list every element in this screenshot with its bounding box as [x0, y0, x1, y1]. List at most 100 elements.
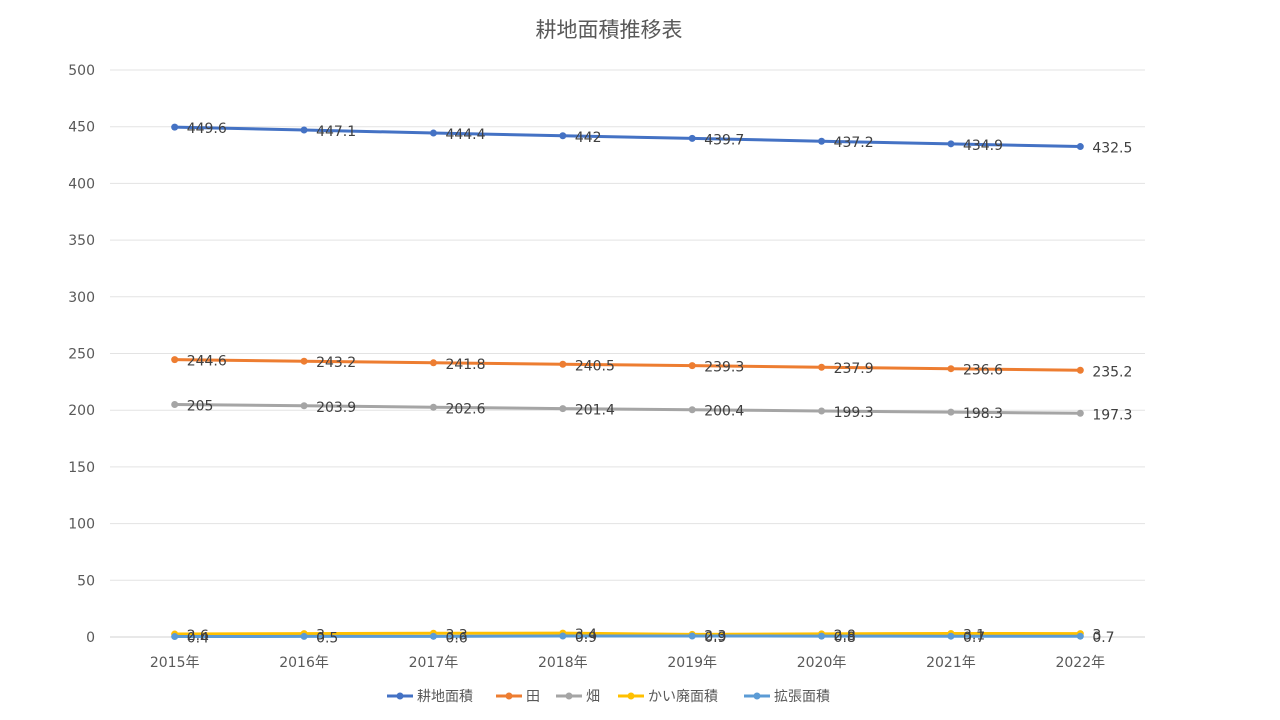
series-line	[173, 125, 1082, 149]
data-point	[171, 123, 179, 131]
data-label: 203.9	[316, 400, 356, 416]
data-point	[947, 408, 955, 416]
x-tick-label: 2019年	[667, 655, 717, 671]
y-tick-label: 50	[77, 573, 95, 589]
data-point	[300, 357, 308, 365]
data-label: 2.3	[704, 628, 726, 644]
legend-marker	[565, 692, 573, 700]
x-tick-label: 2018年	[538, 655, 588, 671]
data-label: 3.1	[963, 627, 985, 643]
data-point	[688, 406, 696, 414]
data-point	[559, 132, 567, 140]
gridlines	[110, 69, 1145, 638]
x-tick-label: 2022年	[1055, 655, 1105, 671]
data-label: 3.3	[445, 627, 467, 643]
data-point	[688, 362, 696, 370]
data-point	[559, 360, 567, 368]
data-label: 239.3	[704, 360, 744, 376]
x-tick-label: 2020年	[797, 655, 847, 671]
x-tick-label: 2015年	[150, 655, 200, 671]
legend: 耕地面積 田 畑 かい廃面積 拡張面積	[387, 688, 830, 705]
data-label: 236.6	[963, 363, 1003, 379]
data-point	[429, 632, 437, 640]
data-point	[818, 632, 826, 640]
data-label: 240.5	[575, 358, 615, 374]
legend-label: 耕地面積	[417, 688, 473, 705]
data-label: 3.4	[575, 627, 597, 643]
data-point	[300, 126, 308, 134]
data-label: 205	[187, 399, 214, 415]
data-point	[947, 140, 955, 148]
data-label: 0.7	[963, 630, 985, 646]
y-tick-label: 350	[68, 233, 95, 249]
data-point	[818, 407, 826, 415]
legend-marker	[627, 692, 635, 700]
y-tick-label: 150	[68, 460, 95, 476]
data-label: 237.9	[834, 361, 874, 377]
data-label: 198.3	[963, 406, 1003, 422]
legend-marker	[396, 692, 404, 700]
data-point	[818, 137, 826, 145]
series-lines	[171, 123, 1084, 641]
data-point	[688, 134, 696, 142]
data-label: 0.9	[704, 630, 726, 646]
data-point	[1076, 143, 1084, 151]
legend-label: かい廃面積	[648, 688, 718, 705]
data-label: 439.7	[704, 132, 744, 148]
data-label: 0.4	[187, 631, 209, 647]
data-label: 244.6	[187, 354, 227, 370]
data-label: 202.6	[445, 401, 485, 417]
data-label: 0.5	[316, 630, 338, 646]
data-label: 235.2	[1092, 364, 1132, 380]
data-point	[1076, 366, 1084, 374]
data-label: 0.6	[445, 630, 467, 646]
data-labels: 449.6 447.1 444.4 442 439.7 437.2 434.9 432.5 24…	[187, 121, 1133, 646]
data-label: 0.7	[1092, 630, 1114, 646]
y-tick-label: 400	[68, 176, 95, 192]
legend-marker	[505, 692, 513, 700]
x-tick-label: 2017年	[409, 655, 459, 671]
data-point	[818, 363, 826, 371]
legend-label: 拡張面積	[774, 689, 830, 705]
y-tick-label: 100	[68, 517, 95, 533]
x-axis: 2015年 2016年 2017年 2018年 2019年 2020年 2021年 2022年	[150, 655, 1105, 671]
data-label: 449.6	[187, 121, 227, 137]
data-label: 0.8	[834, 630, 856, 646]
y-tick-label: 0	[86, 630, 95, 646]
legend-marker	[753, 692, 761, 700]
data-label: 200.4	[704, 404, 744, 420]
data-label: 3	[1092, 628, 1101, 644]
data-label: 442	[575, 130, 602, 146]
data-point	[1076, 632, 1084, 640]
data-label: 3	[316, 628, 325, 644]
data-point	[171, 356, 179, 364]
series-line	[173, 358, 1082, 372]
x-tick-label: 2016年	[279, 655, 329, 671]
data-point	[1076, 409, 1084, 417]
series-line	[173, 403, 1082, 415]
y-tick-label: 450	[68, 120, 95, 136]
data-point	[947, 365, 955, 373]
data-point	[688, 632, 696, 640]
data-label: 447.1	[316, 124, 356, 140]
data-point	[947, 632, 955, 640]
data-point	[429, 359, 437, 367]
data-label: 201.4	[575, 403, 615, 419]
data-point	[429, 403, 437, 411]
data-label: 432.5	[1092, 141, 1132, 157]
data-point	[171, 401, 179, 409]
x-tick-label: 2021年	[926, 655, 976, 671]
data-label: 241.8	[445, 357, 485, 373]
data-label: 434.9	[963, 138, 1003, 154]
data-point	[300, 402, 308, 410]
data-point	[171, 633, 179, 641]
y-tick-label: 250	[68, 347, 95, 363]
y-tick-label: 200	[68, 403, 95, 419]
series-line	[173, 634, 1082, 639]
data-label: 197.3	[1092, 407, 1132, 423]
data-point	[429, 129, 437, 137]
chart-title: 耕地面積推移表	[535, 18, 683, 42]
data-label: 2.6	[187, 628, 209, 644]
y-tick-label: 500	[68, 63, 95, 79]
